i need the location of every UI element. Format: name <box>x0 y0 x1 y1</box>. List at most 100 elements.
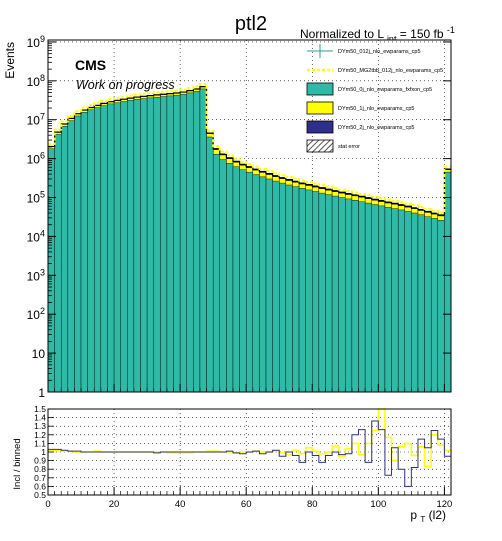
histogram-bar-DYm50_0j_nlo_ewparams_fxfxon_cp5 <box>259 176 267 393</box>
y-tick-base: 10 <box>27 114 41 128</box>
ratio-y-tick-label: 0.8 <box>34 464 46 474</box>
yellow-dashed-overlay <box>48 83 451 214</box>
histogram-bar-DYm50_0j_nlo_ewparams_fxfxon_cp5 <box>67 120 75 393</box>
histogram-bar-DYm50_0j_nlo_ewparams_fxfxon_cp5 <box>133 99 141 393</box>
x-tick-label: 120 <box>436 499 452 510</box>
histogram-bar-DYm50_0j_nlo_ewparams_fxfxon_cp5 <box>166 95 174 393</box>
histogram-bar-DYm50_0j_nlo_ewparams_fxfxon_cp5 <box>212 153 220 393</box>
histogram-bar-DYm50_0j_nlo_ewparams_fxfxon_cp5 <box>404 211 412 393</box>
ratio-y-tick-label: 0.5 <box>34 490 46 500</box>
y-tick-base: 10 <box>32 347 46 361</box>
histogram-bar-DYm50_0j_nlo_ewparams_fxfxon_cp5 <box>140 98 148 393</box>
y-tick-label: 10 <box>32 347 46 361</box>
y-tick-base: 10 <box>27 269 41 283</box>
histogram-bar-DYm50_0j_nlo_ewparams_fxfxon_cp5 <box>87 109 95 393</box>
histogram-bar-DYm50_0j_nlo_ewparams_fxfxon_cp5 <box>206 136 214 393</box>
ratio-y-tick-label: 1.5 <box>34 404 46 414</box>
legend: DYm50_012j_nlo_ewparams_cp5 DYm50_MG2tbb_… <box>306 44 443 153</box>
legend-label: DYm50_0j_nlo_ewparams_fxfxon_cp5 <box>338 87 432 93</box>
histogram-bar-DYm50_0j_nlo_ewparams_fxfxon_cp5 <box>411 212 419 393</box>
x-tick-label: 20 <box>109 499 120 510</box>
histogram-bar-DYm50_0j_nlo_ewparams_fxfxon_cp5 <box>239 169 247 393</box>
histogram-bar-DYm50_0j_nlo_ewparams_fxfxon_cp5 <box>371 204 379 393</box>
lumi-superscript: -1 <box>447 25 455 35</box>
y-tick-base: 10 <box>27 192 41 206</box>
histogram-bar-DYm50_0j_nlo_ewparams_fxfxon_cp5 <box>265 178 273 393</box>
y-tick-exponent: 8 <box>40 73 45 83</box>
histogram-bar-DYm50_0j_nlo_ewparams_fxfxon_cp5 <box>305 189 313 393</box>
lumi-text: Normalized to L <box>300 27 384 41</box>
histogram-bar-DYm50_0j_nlo_ewparams_fxfxon_cp5 <box>193 91 201 393</box>
x-axis-label-text: p <box>410 508 417 522</box>
histogram-bar-DYm50_0j_nlo_ewparams_fxfxon_cp5 <box>100 105 108 393</box>
legend-label: DYm50_MG2tbb_012j_nlo_ewparams_cp5 <box>338 68 443 74</box>
x-tick-label: 40 <box>175 499 186 510</box>
legend-marker-fill <box>306 120 334 134</box>
histogram-bar-DYm50_0j_nlo_ewparams_fxfxon_cp5 <box>345 198 353 393</box>
histogram-bar-DYm50_0j_nlo_ewparams_fxfxon_cp5 <box>312 191 320 393</box>
histogram-bar-DYm50_0j_nlo_ewparams_fxfxon_cp5 <box>424 216 432 393</box>
main-axes-frame <box>47 39 452 393</box>
histogram-bar-DYm50_0j_nlo_ewparams_fxfxon_cp5 <box>318 192 326 393</box>
ratio-y-tick-label: 1 <box>41 447 46 457</box>
y-tick-exponent: 6 <box>40 151 45 161</box>
histogram-bar-DYm50_0j_nlo_ewparams_fxfxon_cp5 <box>74 115 82 393</box>
histogram-bar-DYm50_0j_nlo_ewparams_fxfxon_cp5 <box>358 201 366 393</box>
y-tick-base: 10 <box>27 308 41 322</box>
histogram-bar-DYm50_0j_nlo_ewparams_fxfxon_cp5 <box>338 197 346 393</box>
histogram-bar-DYm50_0j_nlo_ewparams_fxfxon_cp5 <box>160 96 168 393</box>
legend-label: DYm50_2j_nlo_ewparams_cp5 <box>338 125 414 131</box>
histogram-bar-DYm50_0j_nlo_ewparams_fxfxon_cp5 <box>391 208 399 393</box>
histogram-bar-DYm50_0j_nlo_ewparams_fxfxon_cp5 <box>437 220 445 393</box>
histogram-bar-DYm50_0j_nlo_ewparams_fxfxon_cp5 <box>107 103 115 393</box>
lumi-subscript: int <box>387 34 397 44</box>
histogram-bar-DYm50_0j_nlo_ewparams_fxfxon_cp5 <box>378 205 386 393</box>
y-tick-base: 10 <box>27 153 41 167</box>
ratio-y-tick-label: 1.4 <box>34 413 46 423</box>
ratio-plot-panel: 0.50.60.70.80.911.11.21.31.41.5 0 20 40 60 8… <box>12 384 452 525</box>
status-label: Work on progress <box>76 78 175 92</box>
y-tick-label: 106 <box>27 151 45 167</box>
legend-label: DYm50_012j_nlo_ewparams_cp5 <box>338 49 421 55</box>
x-tick-label: 60 <box>241 499 252 510</box>
y-tick-exponent: 4 <box>40 228 45 238</box>
histogram-bar-DYm50_0j_nlo_ewparams_fxfxon_cp5 <box>199 88 207 393</box>
histogram-bar-DYm50_0j_nlo_ewparams_fxfxon_cp5 <box>94 107 102 393</box>
ratio-series <box>48 408 451 487</box>
x-tick-label: 0 <box>45 499 50 510</box>
histogram-bar-DYm50_0j_nlo_ewparams_fxfxon_cp5 <box>298 188 306 393</box>
x-axis-label-suffix: (l2) <box>429 508 446 522</box>
lumi-label: Normalized to L int = 150 fb -1 <box>300 25 455 45</box>
legend-label: stat error <box>338 144 360 150</box>
histogram-bar-DYm50_0j_nlo_ewparams_fxfxon_cp5 <box>120 101 128 393</box>
y-tick-label: 107 <box>27 112 45 128</box>
y-tick-label: 104 <box>27 228 45 244</box>
ratio-y-tick-label: 1.3 <box>34 421 46 431</box>
lumi-value: = 150 fb <box>400 27 444 41</box>
stacked-histogram <box>47 83 452 393</box>
histogram-bar-DYm50_0j_nlo_ewparams_fxfxon_cp5 <box>61 126 69 393</box>
chart-title: ptl2 <box>235 13 267 35</box>
y-tick-exponent: 3 <box>40 267 45 277</box>
histogram-bar-DYm50_0j_nlo_ewparams_fxfxon_cp5 <box>47 148 55 393</box>
histogram-bar-DYm50_0j_nlo_ewparams_fxfxon_cp5 <box>331 195 339 393</box>
y-tick-base: 10 <box>27 75 41 89</box>
y-tick-base: 1 <box>38 386 45 400</box>
x-axis-label: p T (l2) <box>410 508 446 525</box>
legend-marker-hatch <box>306 139 334 153</box>
histogram-bar-DYm50_0j_nlo_ewparams_fxfxon_cp5 <box>186 92 194 393</box>
ratio-y-axis-label: Incl / binned <box>12 438 23 489</box>
y-tick-base: 10 <box>27 230 41 244</box>
histogram-bar-DYm50_0j_nlo_ewparams_fxfxon_cp5 <box>113 102 121 393</box>
histogram-bar-DYm50_0j_nlo_ewparams_fxfxon_cp5 <box>232 166 240 393</box>
y-tick-exponent: 7 <box>40 112 45 122</box>
y-tick-base: 10 <box>27 36 41 50</box>
y-tick-label: 102 <box>27 306 45 322</box>
histogram-bar-DYm50_0j_nlo_ewparams_fxfxon_cp5 <box>219 159 227 393</box>
legend-marker-fill <box>306 101 334 115</box>
legend-label: DYm50_1j_nlo_ewparams_cp5 <box>338 106 414 112</box>
y-tick-exponent: 5 <box>40 190 45 200</box>
